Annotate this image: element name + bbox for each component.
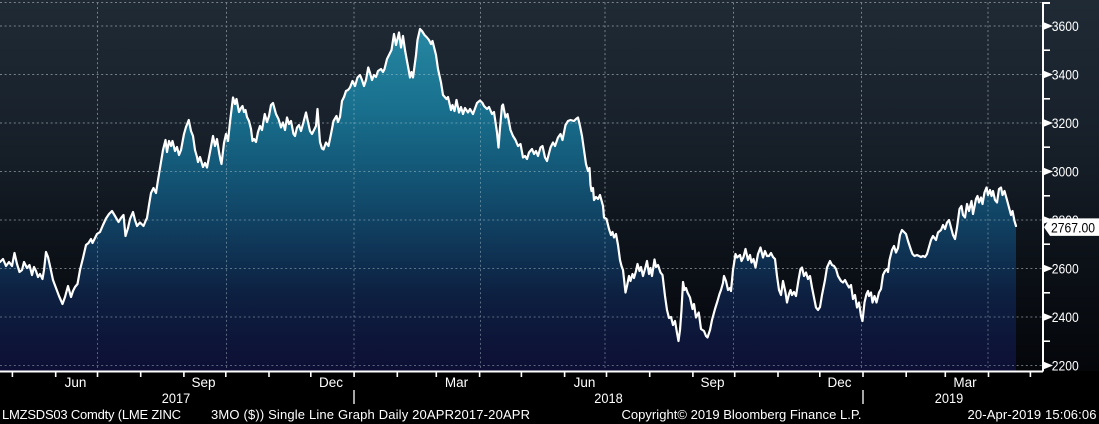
svg-text:Dec: Dec bbox=[827, 375, 851, 390]
svg-text:Jun: Jun bbox=[574, 375, 596, 390]
svg-text:Mar: Mar bbox=[445, 375, 469, 390]
svg-text:Jun: Jun bbox=[65, 375, 87, 390]
svg-text:3400: 3400 bbox=[1052, 66, 1079, 82]
svg-text:Sep: Sep bbox=[700, 375, 724, 390]
svg-text:3200: 3200 bbox=[1052, 115, 1079, 131]
svg-text:Mar: Mar bbox=[953, 375, 977, 390]
svg-text:Copyright© 2019 Bloomberg Fina: Copyright© 2019 Bloomberg Finance L.P. bbox=[622, 407, 862, 422]
svg-text:3MO ($)) Single Line Graph Da: 3MO ($)) Single Line Graph Daily 20APR20… bbox=[211, 407, 530, 422]
svg-text:2600: 2600 bbox=[1052, 260, 1079, 276]
svg-text:2018: 2018 bbox=[594, 391, 623, 406]
svg-text:3600: 3600 bbox=[1052, 18, 1079, 34]
svg-text:Sep: Sep bbox=[191, 375, 215, 390]
svg-text:20-Apr-2019 15:06:06: 20-Apr-2019 15:06:06 bbox=[968, 407, 1097, 422]
svg-text:2200: 2200 bbox=[1052, 357, 1079, 373]
svg-text:2019: 2019 bbox=[935, 391, 964, 406]
svg-text:LMZSDS03 Comdty (LME ZINC: LMZSDS03 Comdty (LME ZINC bbox=[2, 407, 181, 422]
svg-text:2767.00: 2767.00 bbox=[1051, 221, 1095, 236]
svg-text:Dec: Dec bbox=[319, 375, 343, 390]
svg-text:2400: 2400 bbox=[1052, 309, 1079, 325]
svg-text:2017: 2017 bbox=[162, 391, 191, 406]
svg-text:3000: 3000 bbox=[1052, 163, 1079, 179]
